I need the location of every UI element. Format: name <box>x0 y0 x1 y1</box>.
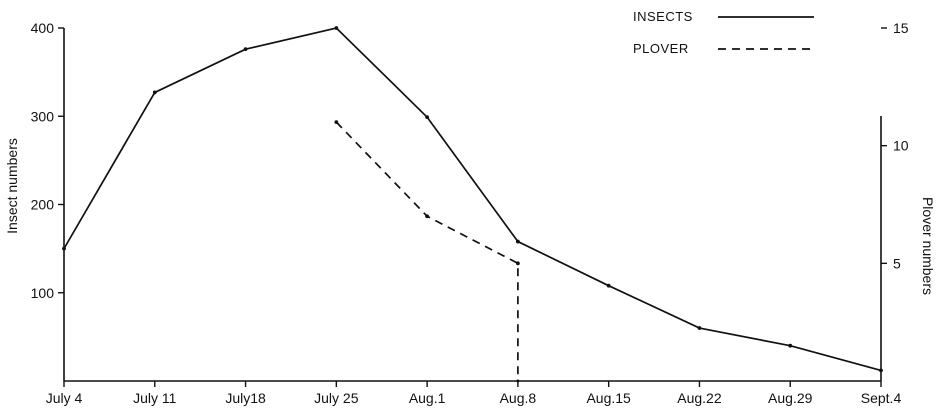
axes-layer <box>58 27 887 387</box>
plover-point <box>516 379 520 383</box>
insects-point <box>425 115 430 120</box>
right-y-tick-label: 5 <box>893 255 901 271</box>
insects-point <box>62 246 66 251</box>
left-axis-title: Insect numbers <box>4 138 20 234</box>
x-tick-label: Sept.4 <box>861 390 902 406</box>
x-tick-label: Aug.22 <box>677 390 722 406</box>
legend-label-plover: PLOVER <box>633 41 689 56</box>
insects-line <box>63 27 882 372</box>
left-y-tick-label: 200 <box>31 197 55 213</box>
insects-point <box>788 343 793 348</box>
plover-point <box>515 261 520 266</box>
insects-point <box>606 283 611 288</box>
series-layer <box>62 26 883 383</box>
right-axis-title: Plover numbers <box>920 197 936 295</box>
x-tick-label: July 11 <box>133 390 177 406</box>
x-tick-label: July18 <box>225 390 266 406</box>
insects-point <box>697 326 702 330</box>
right-y-tick-label: 10 <box>893 138 909 154</box>
x-tick-label: July 25 <box>314 390 359 406</box>
insects-point <box>515 239 520 244</box>
x-tick-label: July 4 <box>46 390 83 406</box>
legend-label-insects: INSECTS <box>633 9 693 24</box>
plover-point <box>334 120 339 125</box>
x-tick-label: Aug.15 <box>586 390 631 406</box>
left-y-tick-label: 400 <box>31 20 55 36</box>
left-y-tick-label: 100 <box>31 285 55 301</box>
labels-layer: July 4 July 11 July18 July 25 Aug.1 Aug.8 Aug.… <box>4 20 936 406</box>
insects-point <box>334 26 339 30</box>
plover-line <box>335 121 519 381</box>
right-y-tick-label: 15 <box>893 20 909 36</box>
x-tick-label: Aug.8 <box>500 390 537 406</box>
left-y-tick-label: 300 <box>31 108 55 124</box>
legend-layer: INSECTS PLOVER <box>633 9 814 56</box>
plover-point <box>425 214 430 219</box>
x-tick-label: Aug.29 <box>768 390 813 406</box>
insects-point <box>879 368 883 373</box>
insects-point <box>243 47 248 52</box>
insects-point <box>152 90 157 95</box>
x-tick-label: Aug.1 <box>409 390 446 406</box>
